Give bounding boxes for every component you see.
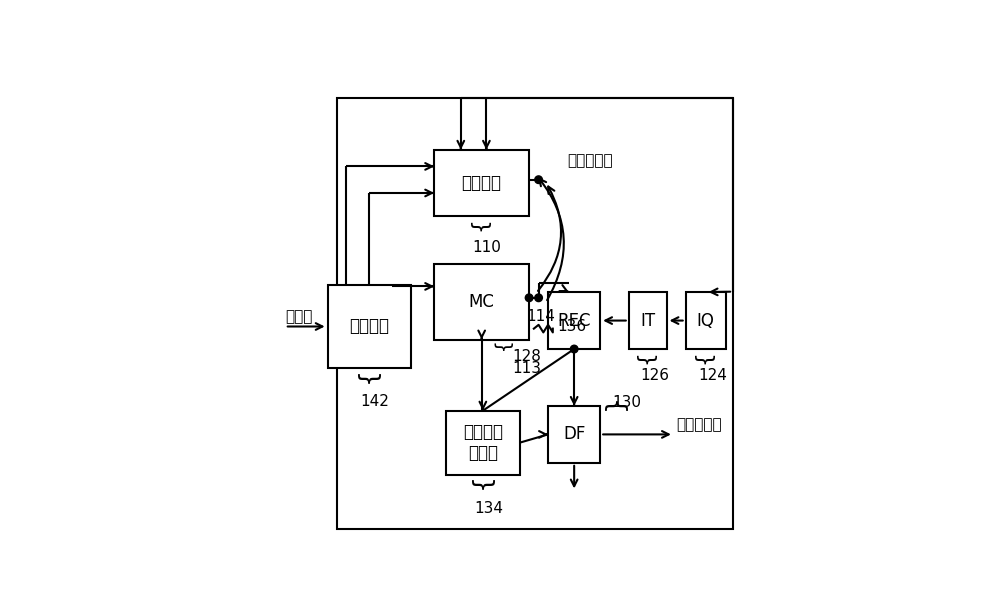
Text: MC: MC bbox=[469, 293, 495, 310]
Text: 参考图片
缓冲器: 参考图片 缓冲器 bbox=[463, 423, 503, 462]
Text: }: } bbox=[491, 342, 510, 354]
Text: 126: 126 bbox=[640, 368, 669, 383]
Text: 134: 134 bbox=[474, 501, 503, 516]
Text: 帧内预测: 帧内预测 bbox=[462, 174, 502, 192]
Text: }: } bbox=[467, 221, 487, 235]
Text: 熵解码器: 熵解码器 bbox=[349, 317, 389, 336]
Text: 比特流: 比特流 bbox=[285, 309, 312, 325]
Text: 110: 110 bbox=[472, 240, 501, 255]
Text: }: } bbox=[691, 354, 711, 368]
Circle shape bbox=[535, 176, 542, 184]
Text: 130: 130 bbox=[612, 395, 641, 410]
Bar bbox=[686, 292, 726, 349]
Bar bbox=[328, 285, 411, 368]
Text: DF: DF bbox=[563, 426, 585, 444]
Bar bbox=[548, 292, 600, 349]
Bar bbox=[337, 97, 733, 529]
Text: 142: 142 bbox=[360, 394, 389, 409]
Bar bbox=[434, 150, 529, 216]
Text: IT: IT bbox=[640, 312, 655, 330]
Text: }: } bbox=[467, 479, 491, 495]
Text: 114: 114 bbox=[527, 309, 556, 324]
Text: 已预测样本: 已预测样本 bbox=[567, 153, 613, 168]
Text: 124: 124 bbox=[698, 368, 727, 383]
Text: REC: REC bbox=[557, 312, 591, 330]
Bar bbox=[446, 411, 520, 475]
Circle shape bbox=[570, 345, 578, 353]
Circle shape bbox=[535, 294, 542, 302]
Text: 113: 113 bbox=[512, 361, 542, 376]
Bar bbox=[548, 406, 600, 463]
Text: IQ: IQ bbox=[697, 312, 715, 330]
Bar bbox=[629, 292, 667, 349]
Text: }: } bbox=[603, 394, 627, 410]
Text: 128: 128 bbox=[512, 349, 541, 364]
Bar bbox=[434, 264, 529, 339]
Text: }: } bbox=[353, 373, 377, 389]
Text: 已解码视频: 已解码视频 bbox=[676, 417, 722, 432]
Text: 136: 136 bbox=[558, 318, 587, 334]
Circle shape bbox=[525, 294, 533, 302]
Text: }: } bbox=[633, 354, 653, 368]
